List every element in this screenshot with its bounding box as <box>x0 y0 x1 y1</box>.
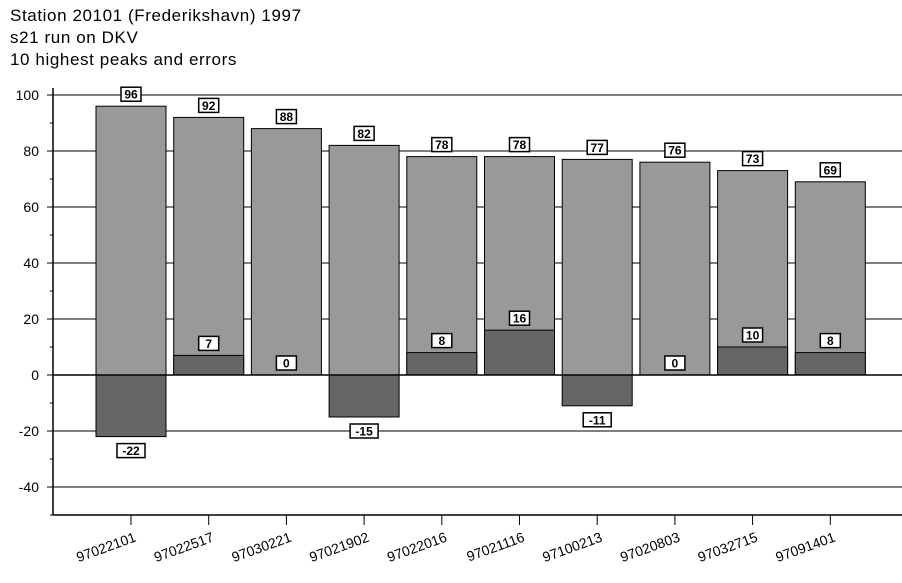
x-tick-label: 97020803 <box>618 529 682 565</box>
chart-title: Station 20101 (Frederikshavn) 1997 <box>10 6 302 25</box>
peak-data-label-frame <box>431 136 453 153</box>
peak-bar <box>717 170 789 376</box>
peak-data-label: 82 <box>357 127 371 141</box>
peak-data-label: 78 <box>435 138 449 152</box>
error-bar <box>406 352 478 376</box>
y-tick-label: 60 <box>23 199 39 215</box>
peak-data-label: 73 <box>746 152 760 166</box>
x-tick-label: 97021116 <box>464 529 526 565</box>
peak-data-label-frame <box>586 139 608 156</box>
error-bar <box>717 346 789 376</box>
error-data-label: 8 <box>438 334 445 348</box>
error-data-label: 7 <box>205 337 212 351</box>
error-data-label: -15 <box>355 425 373 439</box>
y-tick-label: -40 <box>19 479 39 495</box>
peak-data-label: 77 <box>591 141 605 155</box>
error-bar <box>561 374 633 407</box>
x-tick-label: 97022517 <box>152 529 216 565</box>
x-tick-label: 97021902 <box>307 529 371 565</box>
x-tick-label: 97030221 <box>229 529 293 565</box>
error-data-label-frame <box>116 442 146 459</box>
error-bar <box>794 352 866 376</box>
error-data-label-frame <box>741 327 764 343</box>
x-tick-label: 97032715 <box>696 529 760 565</box>
error-data-label-frame <box>819 332 842 349</box>
peak-data-label-frame <box>741 150 764 167</box>
error-data-label-frame <box>349 423 379 439</box>
y-tick-label: -20 <box>19 423 39 439</box>
x-tick-label: 97022016 <box>385 529 449 565</box>
peak-bar <box>639 161 711 376</box>
peak-data-label: 88 <box>280 110 294 124</box>
y-tick-label: 80 <box>23 143 39 159</box>
error-bar <box>484 329 555 376</box>
peak-data-label-frame <box>353 125 375 142</box>
peak-bar <box>561 158 633 376</box>
error-data-label: -11 <box>589 413 606 427</box>
error-data-label: 10 <box>746 329 760 343</box>
peak-data-label: 78 <box>513 138 527 152</box>
peak-data-label: 76 <box>668 144 682 158</box>
peak-data-label: 96 <box>124 88 138 102</box>
error-data-label-frame <box>431 332 453 349</box>
peak-data-label: 69 <box>824 163 838 177</box>
peak-data-label-frame <box>664 142 686 158</box>
peak-data-label: 92 <box>202 99 216 113</box>
chart-subtitle: s21 run on DKV <box>10 28 139 47</box>
y-tick-label: 20 <box>23 311 39 327</box>
peak-bar <box>95 105 167 376</box>
y-tick-label: 40 <box>23 255 39 271</box>
error-data-label-frame <box>582 412 612 428</box>
peak-data-label-frame <box>120 86 142 102</box>
peak-data-label-frame <box>275 108 298 125</box>
error-data-label-frame <box>508 310 531 326</box>
error-data-label-frame <box>197 335 220 352</box>
error-data-label-frame <box>664 355 686 371</box>
peak-bar <box>328 144 400 376</box>
x-tick-label: 97100213 <box>540 529 604 565</box>
peak-data-label-frame <box>197 97 220 114</box>
error-data-label: 16 <box>513 312 527 326</box>
error-data-label: -22 <box>122 444 140 458</box>
error-data-label-frame <box>275 355 298 371</box>
peak-bar <box>250 128 322 376</box>
peak-data-label-frame <box>819 162 842 178</box>
y-tick-label: 0 <box>31 367 39 383</box>
chart-description: 10 highest peaks and errors <box>10 50 237 69</box>
error-data-label: 0 <box>672 357 679 371</box>
error-bar <box>328 374 400 418</box>
error-data-label: 8 <box>827 334 834 348</box>
error-bar <box>173 354 245 376</box>
peak-bar <box>173 116 245 376</box>
error-data-label: 0 <box>283 357 290 371</box>
error-bar <box>95 374 167 438</box>
y-tick-label: 100 <box>16 87 40 103</box>
x-tick-label: 97022101 <box>74 529 138 565</box>
peak-data-label-frame <box>508 136 531 153</box>
x-tick-label: 97091401 <box>773 529 837 565</box>
